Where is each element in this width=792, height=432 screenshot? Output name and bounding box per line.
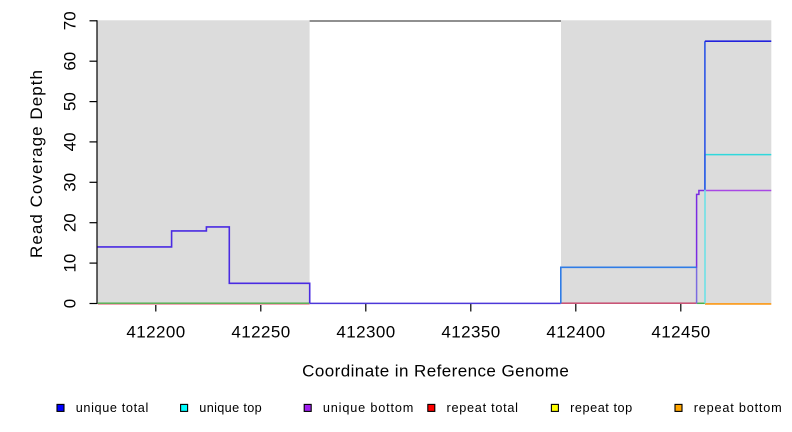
svg-text:30: 30 — [61, 173, 80, 192]
svg-text:50: 50 — [61, 92, 80, 111]
svg-text:Coordinate in Reference Genome: Coordinate in Reference Genome — [302, 362, 569, 381]
svg-text:40: 40 — [61, 132, 80, 151]
svg-text:412300: 412300 — [336, 322, 395, 341]
svg-text:70: 70 — [61, 11, 80, 30]
svg-text:unique total: unique total — [76, 401, 149, 415]
svg-text:0: 0 — [61, 299, 80, 308]
svg-text:20: 20 — [61, 213, 80, 232]
svg-text:412450: 412450 — [651, 322, 710, 341]
svg-text:repeat total: repeat total — [447, 401, 519, 415]
svg-text:repeat top: repeat top — [570, 401, 632, 415]
svg-text:unique bottom: unique bottom — [323, 401, 413, 415]
svg-text:412400: 412400 — [546, 322, 605, 341]
svg-text:412200: 412200 — [126, 322, 185, 341]
svg-text:412350: 412350 — [441, 322, 500, 341]
svg-text:412250: 412250 — [231, 322, 290, 341]
svg-text:10: 10 — [61, 254, 80, 273]
svg-text:unique top: unique top — [199, 401, 261, 415]
svg-text:Read Coverage Depth: Read Coverage Depth — [27, 70, 46, 258]
svg-text:60: 60 — [61, 52, 80, 71]
svg-text:repeat bottom: repeat bottom — [694, 401, 782, 415]
